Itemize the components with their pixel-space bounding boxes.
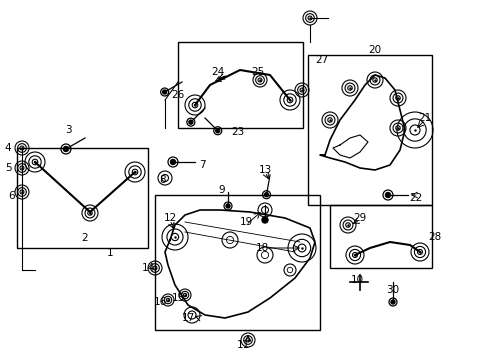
Text: 24: 24 xyxy=(211,67,224,77)
Text: 3: 3 xyxy=(64,125,71,135)
Circle shape xyxy=(390,300,394,304)
Polygon shape xyxy=(319,75,404,170)
Circle shape xyxy=(63,147,68,152)
Circle shape xyxy=(225,204,229,208)
Text: 28: 28 xyxy=(427,232,441,242)
Text: 11: 11 xyxy=(236,340,249,350)
Text: 14: 14 xyxy=(141,263,154,273)
Text: 1: 1 xyxy=(106,248,113,258)
Bar xyxy=(155,195,319,330)
Text: 7: 7 xyxy=(198,160,205,170)
Text: 18: 18 xyxy=(255,243,268,253)
Text: 6: 6 xyxy=(9,191,15,201)
Text: 23: 23 xyxy=(231,127,244,137)
Text: 27: 27 xyxy=(315,55,328,65)
Text: 4: 4 xyxy=(5,143,11,153)
Text: 19: 19 xyxy=(239,217,252,227)
Text: 25: 25 xyxy=(251,67,264,77)
Text: 13: 13 xyxy=(258,165,271,175)
Text: 2: 2 xyxy=(81,233,88,243)
Circle shape xyxy=(215,129,219,133)
Text: 12: 12 xyxy=(163,213,176,223)
Bar xyxy=(178,42,303,128)
Text: 9: 9 xyxy=(218,185,225,195)
Text: 8: 8 xyxy=(160,175,166,185)
Bar xyxy=(329,205,431,268)
Text: 29: 29 xyxy=(353,213,366,223)
Circle shape xyxy=(264,193,268,197)
Text: 22: 22 xyxy=(408,193,422,203)
Circle shape xyxy=(163,90,166,94)
Circle shape xyxy=(262,217,267,223)
Circle shape xyxy=(188,120,192,124)
Bar xyxy=(17,148,148,248)
Circle shape xyxy=(385,193,390,198)
Text: 30: 30 xyxy=(386,285,399,295)
Text: 15: 15 xyxy=(171,293,184,303)
Circle shape xyxy=(170,159,175,165)
Text: 16: 16 xyxy=(153,297,166,307)
Polygon shape xyxy=(164,210,314,318)
Text: 26: 26 xyxy=(171,90,184,100)
Text: 10: 10 xyxy=(350,275,363,285)
Text: 17: 17 xyxy=(181,313,194,323)
Text: 20: 20 xyxy=(367,45,381,55)
Bar xyxy=(307,55,431,205)
Text: 21: 21 xyxy=(418,113,431,123)
Text: 5: 5 xyxy=(5,163,11,173)
